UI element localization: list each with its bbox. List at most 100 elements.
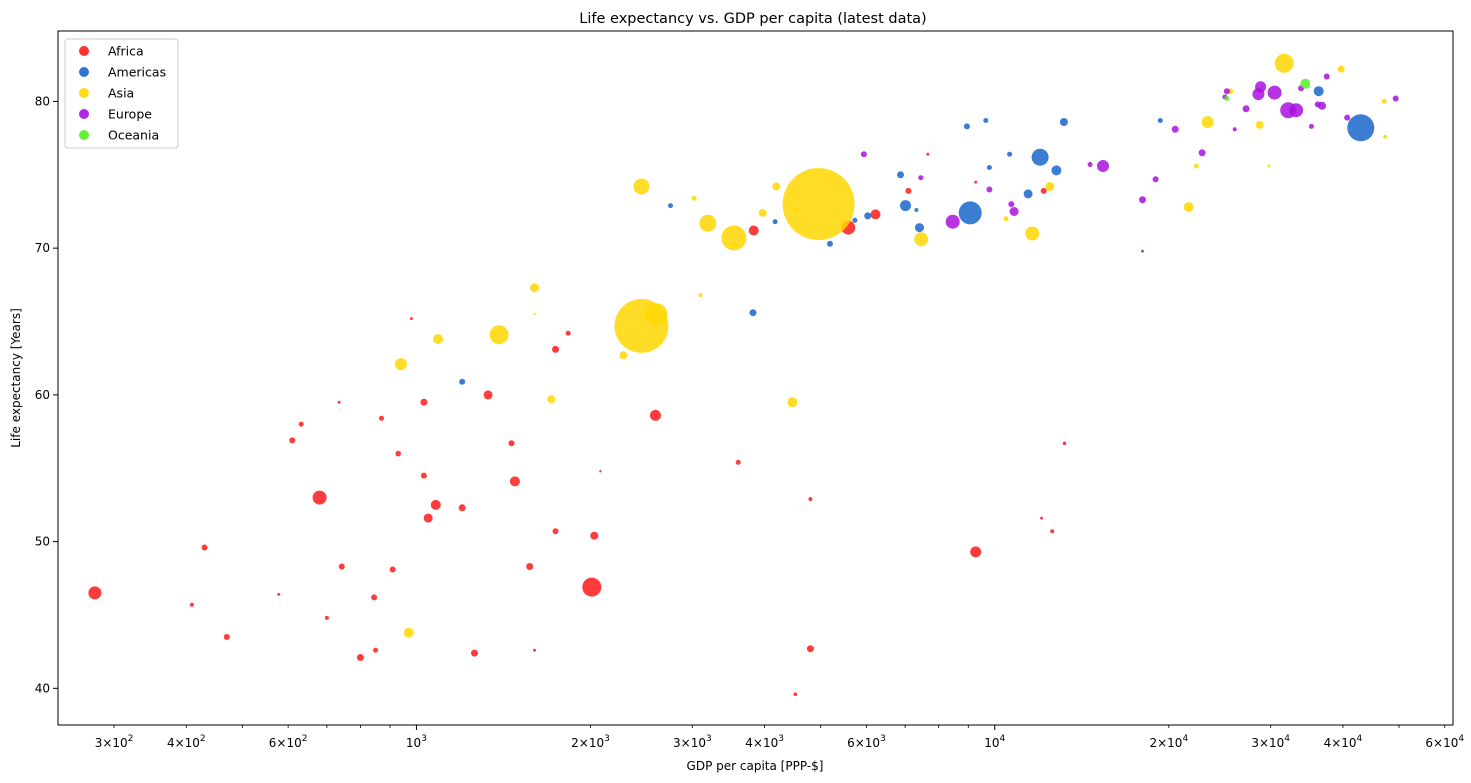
legend-label: Africa	[108, 44, 144, 59]
point-africa	[423, 513, 433, 523]
y-axis-label: Life expectancy [Years]	[9, 308, 23, 448]
legend-marker	[79, 46, 89, 56]
x-tick-label: 2×104	[1149, 734, 1188, 750]
legend-label: Oceania	[108, 128, 159, 143]
point-africa	[337, 400, 341, 404]
point-europe	[1139, 196, 1146, 204]
point-europe	[1009, 207, 1019, 216]
legend-marker	[79, 67, 89, 77]
point-americas	[1023, 189, 1033, 199]
point-americas	[914, 208, 919, 212]
point-africa	[970, 546, 982, 558]
x-tick-label: 3×104	[1251, 734, 1290, 750]
point-europe	[1242, 105, 1250, 113]
point-africa	[793, 692, 798, 696]
point-asia	[1045, 182, 1055, 191]
point-americas	[1347, 114, 1375, 142]
point-asia	[1003, 216, 1009, 222]
point-americas	[772, 219, 778, 225]
point-asia	[394, 358, 407, 371]
point-asia	[530, 283, 539, 293]
point-americas	[963, 123, 970, 130]
point-africa	[189, 602, 194, 607]
point-americas	[668, 203, 673, 209]
x-tick-label: 3×102	[95, 734, 134, 750]
point-europe	[945, 214, 960, 229]
point-africa	[277, 592, 281, 596]
point-africa	[552, 528, 559, 535]
legend-label: Europe	[108, 107, 152, 122]
point-africa	[1062, 441, 1067, 446]
legend-label: Americas	[108, 65, 166, 80]
point-asia	[1381, 98, 1387, 104]
point-africa	[1040, 187, 1047, 194]
point-asia	[758, 208, 767, 217]
point-africa	[483, 390, 493, 400]
point-europe	[1152, 176, 1159, 183]
x-tick-label: 4×103	[745, 734, 784, 750]
point-americas	[1157, 118, 1163, 123]
point-africa	[458, 504, 466, 512]
point-asia	[1274, 53, 1294, 73]
plot-frame	[57, 30, 1454, 726]
point-africa	[430, 499, 441, 510]
point-asia	[547, 395, 556, 404]
point-africa	[379, 415, 384, 421]
point-americas	[459, 378, 466, 385]
point-asia	[1383, 134, 1388, 139]
point-americas	[1059, 118, 1068, 126]
point-africa	[806, 645, 814, 653]
point-europe	[1344, 114, 1351, 121]
point-europe	[1171, 125, 1179, 133]
y-tick-label: 60	[35, 388, 50, 402]
point-africa	[420, 398, 428, 406]
point-africa	[395, 450, 402, 457]
point-africa	[373, 647, 379, 653]
point-africa	[533, 648, 536, 652]
x-tick-label: 4×102	[167, 734, 206, 750]
point-americas	[852, 217, 858, 223]
point-africa	[870, 209, 881, 220]
y-tick-label: 40	[35, 681, 50, 695]
point-europe	[918, 175, 924, 181]
point-africa	[88, 586, 102, 600]
point-asia	[782, 168, 855, 241]
point-africa	[650, 409, 661, 421]
point-europe	[1008, 201, 1015, 208]
point-africa	[590, 531, 599, 540]
point-europe	[1223, 88, 1230, 95]
x-tick-label: 6×103	[847, 734, 886, 750]
point-africa	[552, 345, 559, 353]
point-asia	[1025, 226, 1040, 241]
point-americas	[983, 118, 989, 123]
point-asia	[619, 351, 628, 360]
point-asia	[645, 303, 668, 326]
point-americas	[827, 240, 833, 247]
y-axis: 40 50 60 70 80	[35, 94, 58, 695]
point-asia	[732, 242, 738, 248]
point-africa	[289, 437, 296, 444]
point-africa	[808, 497, 813, 501]
point-africa	[905, 187, 912, 194]
point-africa	[508, 440, 515, 447]
point-europe	[986, 186, 993, 193]
point-americas	[1051, 165, 1062, 176]
chart-title: Life expectancy vs. GDP per capita (late…	[579, 11, 926, 27]
point-americas	[864, 212, 872, 220]
legend-label: Asia	[108, 86, 134, 101]
point-africa	[389, 566, 396, 573]
y-tick-label: 50	[35, 535, 50, 549]
point-europe	[1097, 160, 1109, 172]
point-africa	[201, 544, 208, 551]
point-europe	[1255, 81, 1267, 93]
point-europe	[1392, 95, 1399, 102]
point-americas	[900, 200, 911, 212]
point-africa	[735, 459, 741, 465]
point-africa	[526, 563, 534, 570]
point-africa	[356, 654, 364, 661]
point-americas	[749, 309, 757, 317]
point-asia	[633, 178, 650, 195]
x-tick-label: 103	[406, 734, 427, 750]
point-europe	[1267, 85, 1282, 100]
point-asia	[1193, 163, 1199, 169]
